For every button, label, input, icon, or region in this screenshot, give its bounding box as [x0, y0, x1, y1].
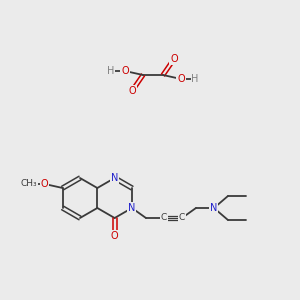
Text: O: O: [177, 74, 185, 84]
Text: CH₃: CH₃: [20, 179, 37, 188]
Text: O: O: [41, 179, 49, 189]
Text: N: N: [111, 173, 118, 183]
Text: O: O: [128, 86, 136, 96]
Text: H: H: [191, 74, 199, 84]
Text: C: C: [179, 214, 185, 223]
Text: O: O: [121, 66, 129, 76]
Text: C: C: [161, 214, 167, 223]
Text: O: O: [170, 54, 178, 64]
Text: H: H: [107, 66, 115, 76]
Text: N: N: [128, 203, 136, 213]
Text: N: N: [210, 203, 218, 213]
Text: O: O: [111, 231, 119, 241]
